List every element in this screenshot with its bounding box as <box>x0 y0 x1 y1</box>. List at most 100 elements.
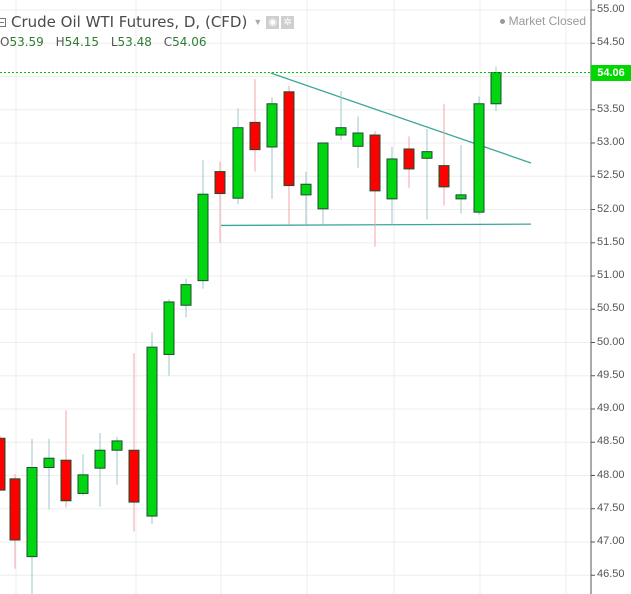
price-tick-label: 47.00 <box>597 535 625 547</box>
low-value: 53.48 <box>117 35 152 49</box>
candle <box>77 454 89 496</box>
candle-body <box>386 158 398 200</box>
candle-body <box>283 91 295 187</box>
candle-body <box>473 103 485 213</box>
candle-body <box>438 165 450 188</box>
candle-body <box>335 127 347 136</box>
grid-lines <box>0 0 591 594</box>
chart-legend: Crude Oil WTI Futures, D, (CFD) ▼ ◉ ✲ O5… <box>0 11 295 49</box>
candle-body <box>94 449 106 469</box>
candle <box>26 438 38 594</box>
candle <box>266 97 278 199</box>
candle <box>369 131 381 247</box>
candle-body <box>300 183 312 196</box>
price-tick-label: 46.50 <box>597 568 625 581</box>
candle-body <box>369 134 381 192</box>
candle-body <box>421 151 433 159</box>
price-tick-label: 48.50 <box>597 435 625 448</box>
candles <box>0 66 502 594</box>
candle-body <box>214 171 226 195</box>
market-status: Market Closed <box>499 14 586 28</box>
price-axis-ticks <box>591 9 595 576</box>
low-key: L <box>110 35 118 49</box>
candle <box>438 103 450 206</box>
candle-body <box>266 103 278 148</box>
high-value: 54.15 <box>64 35 100 49</box>
status-dot-icon <box>499 19 505 25</box>
price-tick-label: 51.50 <box>597 235 625 248</box>
price-tick-label: 53.50 <box>597 102 625 115</box>
price-tick-label: 52.50 <box>597 169 625 182</box>
trendlines[interactable] <box>220 72 532 227</box>
price-tick-label: 53.00 <box>597 136 625 148</box>
candle-body <box>111 440 123 451</box>
symbol-title[interactable]: Crude Oil WTI Futures, D, (CFD) <box>11 13 248 31</box>
candle <box>9 474 21 569</box>
candle <box>180 278 192 318</box>
candle-body <box>455 194 467 200</box>
candle-body <box>317 142 329 210</box>
price-tick-label: 55.00 <box>597 3 625 15</box>
price-tick-label: 48.00 <box>597 468 625 481</box>
candle <box>352 116 364 169</box>
candle-body <box>352 132 364 147</box>
open-value: 53.59 <box>9 35 44 49</box>
close-key: C <box>163 35 173 49</box>
price-tick-label: 49.00 <box>597 402 625 414</box>
price-tick-label: 50.50 <box>597 302 625 315</box>
candle <box>249 79 261 172</box>
candle <box>146 332 158 525</box>
candle-body <box>128 449 140 503</box>
candle-body <box>180 284 192 306</box>
candle <box>317 142 329 225</box>
market-status-text: Market Closed <box>508 14 586 28</box>
candle <box>94 432 106 507</box>
candle <box>197 160 209 289</box>
candle <box>163 299 175 376</box>
candle <box>283 85 295 225</box>
chevron-down-icon[interactable]: ▼ <box>253 17 263 27</box>
candle-body <box>0 437 6 491</box>
price-tick-label: 54.50 <box>597 36 625 49</box>
visibility-eye-icon[interactable]: ◉ <box>266 15 280 29</box>
candle <box>386 146 398 225</box>
high-key: H <box>55 35 65 49</box>
price-tick-label: 49.50 <box>597 368 625 381</box>
ohlc-values: O53.59 H54.15 L53.48 C54.06 <box>0 35 294 49</box>
candle-body <box>403 148 415 170</box>
trendline-horizontal-support[interactable] <box>220 223 532 227</box>
close-value: 54.06 <box>172 35 207 49</box>
candle-body <box>197 193 209 282</box>
candle-body <box>9 478 21 541</box>
candle <box>403 136 415 189</box>
candle-body <box>60 459 72 502</box>
open-key: O <box>0 35 10 49</box>
candle <box>232 108 244 205</box>
candle <box>473 96 485 215</box>
candle <box>300 171 312 225</box>
candle-body <box>232 127 244 199</box>
collapse-legend-icon[interactable] <box>0 17 6 27</box>
price-tick-label: 52.00 <box>597 202 625 215</box>
candle <box>128 353 140 532</box>
candle-body <box>163 301 175 355</box>
candle <box>43 438 55 510</box>
last-price-label: 54.06 <box>591 64 631 81</box>
candle <box>490 66 502 112</box>
price-tick-label: 47.50 <box>597 501 625 514</box>
candle-body <box>146 346 158 517</box>
candle <box>214 161 226 243</box>
price-tick-label: 51.00 <box>597 269 625 281</box>
trendline-descending-resistance[interactable] <box>270 72 532 164</box>
candle <box>60 410 72 508</box>
candle-body <box>249 121 261 151</box>
price-tick-label: 50.00 <box>597 335 625 348</box>
candle <box>335 91 347 141</box>
candle-body <box>490 72 502 105</box>
candle <box>455 144 467 214</box>
candle <box>421 129 433 220</box>
candle <box>0 435 6 491</box>
gear-icon[interactable]: ✲ <box>281 15 295 29</box>
candle-body <box>26 467 38 558</box>
